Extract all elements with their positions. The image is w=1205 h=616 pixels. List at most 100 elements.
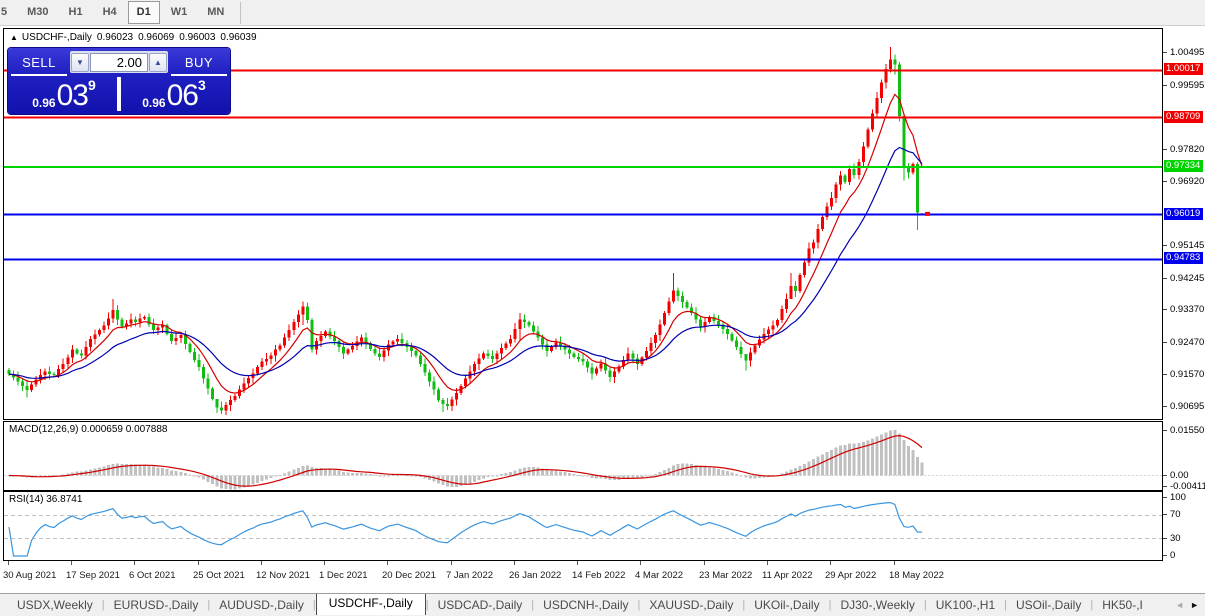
date-label: 4 Mar 2022 (635, 570, 684, 581)
timeframe-button-m30[interactable]: M30 (27, 6, 49, 18)
axis-label: 0.95145 (1170, 240, 1205, 252)
tab-scroll-left-icon[interactable]: ◄ (1175, 600, 1185, 610)
date-tick (71, 561, 72, 565)
volume-increase-icon[interactable]: ▲ (149, 52, 167, 72)
date-tick (704, 561, 705, 565)
timeframe-button-d1[interactable]: D1 (127, 1, 160, 24)
symbol-tab-usdx-weekly[interactable]: USDX,Weekly (17, 598, 93, 612)
symbol-tab-usdcnh-daily[interactable]: USDCNH-,Daily (543, 598, 629, 612)
axis-tick (1163, 537, 1167, 539)
price-pane[interactable]: ▲ USDCHF-,Daily 0.96023 0.96069 0.96003 0.960… (3, 28, 1163, 420)
axis-label: 0.94245 (1170, 272, 1205, 284)
axis-tick (1163, 181, 1167, 183)
symbol-tab-audusd-daily[interactable]: AUDUSD-,Daily (219, 598, 304, 612)
quote-line: ▲ USDCHF-,Daily 0.96023 0.96069 0.96003 0.960… (10, 32, 262, 43)
timeframe-button-5[interactable]: 5 (1, 6, 8, 18)
date-tick (577, 561, 578, 565)
date-tick (640, 561, 641, 565)
timeframe-button-h1[interactable]: H1 (68, 6, 83, 18)
axis-label: 0.91570 (1170, 369, 1205, 381)
date-label: 20 Dec 2021 (382, 570, 436, 581)
buy-button[interactable]: BUY (171, 51, 227, 76)
tab-separator: | (923, 599, 927, 611)
volume-input[interactable]: 2.00 (90, 52, 148, 72)
date-tick (324, 561, 325, 565)
price-level-badge: 0.96019 (1164, 207, 1204, 220)
date-label: 25 Oct 2021 (193, 570, 245, 581)
axis-label: 0.96920 (1170, 176, 1205, 188)
timeframe-toolbar: 5 M30 H1 H4 D1 W1 MN (0, 0, 1205, 26)
axis-tick (1163, 405, 1167, 407)
axis-tick (1163, 429, 1167, 431)
price-level-badge: 0.98709 (1164, 110, 1204, 123)
symbol-tab-dj30-weekly[interactable]: DJ30-,Weekly (840, 598, 915, 612)
rsi-pane[interactable]: RSI(14) 36.8741 (3, 491, 1163, 561)
date-tick (451, 561, 452, 565)
symbol-tab-hk50-i[interactable]: HK50-,I (1102, 598, 1143, 612)
symbol-tab-usoil-daily[interactable]: USOil-,Daily (1016, 598, 1082, 612)
axis-label: -0.00411 (1170, 481, 1205, 493)
symbol-tab-usdchf-daily[interactable]: USDCHF-,Daily (315, 594, 426, 615)
buy-price[interactable]: 0.96 06 3 (142, 77, 206, 112)
price-axis[interactable]: 1.00495 0.99595 0.97820 0.96920 0.95145 0.942… (1163, 26, 1205, 593)
axis-label: 0.92470 (1170, 336, 1205, 348)
date-tick (198, 561, 199, 565)
symbol-tab-eurusd-daily[interactable]: EURUSD-,Daily (113, 598, 199, 612)
price-level-badge: 1.00017 (1164, 63, 1204, 76)
axis-tick (1163, 474, 1167, 476)
price-level-badge: 0.97334 (1164, 160, 1204, 173)
axis-tick (1163, 277, 1167, 279)
axis-tick (1163, 497, 1167, 498)
volume-stepper: ▼ 2.00 ▲ (70, 51, 168, 73)
tab-separator: | (425, 599, 429, 611)
tab-scroll-buttons: ◄ ► (1172, 598, 1205, 612)
tab-separator: | (828, 599, 832, 611)
macd-label: MACD(12,26,9) 0.000659 0.007888 (9, 424, 168, 435)
timeframe-button-mn[interactable]: MN (207, 6, 225, 18)
volume-decrease-icon[interactable]: ▼ (71, 52, 89, 72)
macd-pane[interactable]: MACD(12,26,9) 0.000659 0.007888 (3, 421, 1163, 491)
tab-scroll-right-icon[interactable]: ► (1190, 600, 1199, 610)
sell-price[interactable]: 0.96 03 9 (32, 77, 96, 112)
tab-separator: | (207, 599, 211, 611)
date-label: 7 Jan 2022 (446, 570, 494, 581)
symbol-tab-uk100-h1[interactable]: UK100-,H1 (935, 598, 996, 612)
rsi-chart (4, 501, 1162, 557)
date-label: 18 May 2022 (889, 570, 944, 581)
timeframe-button-h4[interactable]: H4 (102, 6, 117, 18)
tab-separator: | (742, 599, 746, 611)
date-tick (387, 561, 388, 565)
candlestick-chart[interactable] (4, 29, 1162, 419)
axis-label: 0.99595 (1170, 79, 1205, 91)
axis-tick (1163, 341, 1167, 343)
quote-high: 0.96069 (138, 32, 175, 43)
rsi-label: RSI(14) 36.8741 (9, 494, 83, 505)
sell-button[interactable]: SELL (11, 51, 67, 76)
axis-tick (1163, 374, 1167, 376)
toolbar-separator (240, 1, 242, 24)
date-label: 26 Jan 2022 (509, 570, 562, 581)
timeframe-button-w1[interactable]: W1 (170, 6, 188, 18)
symbol-tab-usdcad-daily[interactable]: USDCAD-,Daily (437, 598, 523, 612)
date-tick (261, 561, 262, 565)
tab-separator: | (531, 599, 535, 611)
date-label: 23 Mar 2022 (699, 570, 753, 581)
axis-tick (1163, 84, 1167, 86)
axis-tick (1163, 245, 1167, 247)
date-label: 17 Sep 2021 (66, 570, 120, 581)
axis-tick (1163, 148, 1167, 150)
quote-low: 0.96003 (179, 32, 216, 43)
axis-tick (1163, 52, 1167, 53)
symbol-tab-xauusd-daily[interactable]: XAUUSD-,Daily (649, 598, 734, 612)
date-tick (8, 561, 9, 565)
date-label: 14 Feb 2022 (572, 570, 626, 581)
axis-label: 70 (1170, 509, 1181, 521)
chart-area: ▲ USDCHF-,Daily 0.96023 0.96069 0.96003 0.960… (0, 26, 1205, 593)
symbol-tab-ukoil-daily[interactable]: UKOil-,Daily (754, 598, 820, 612)
date-label: 6 Oct 2021 (129, 570, 176, 581)
collapse-icon[interactable]: ▲ (10, 33, 18, 42)
date-axis[interactable]: 30 Aug 2021 17 Sep 2021 6 Oct 2021 25 Oct 2… (3, 561, 1163, 589)
axis-label: 1.00495 (1170, 47, 1205, 58)
axis-label: 0 (1170, 550, 1176, 561)
chart-tab-bar: USDX,Weekly | EURUSD-,Daily | AUDUSD-,Daily |… (0, 593, 1205, 616)
